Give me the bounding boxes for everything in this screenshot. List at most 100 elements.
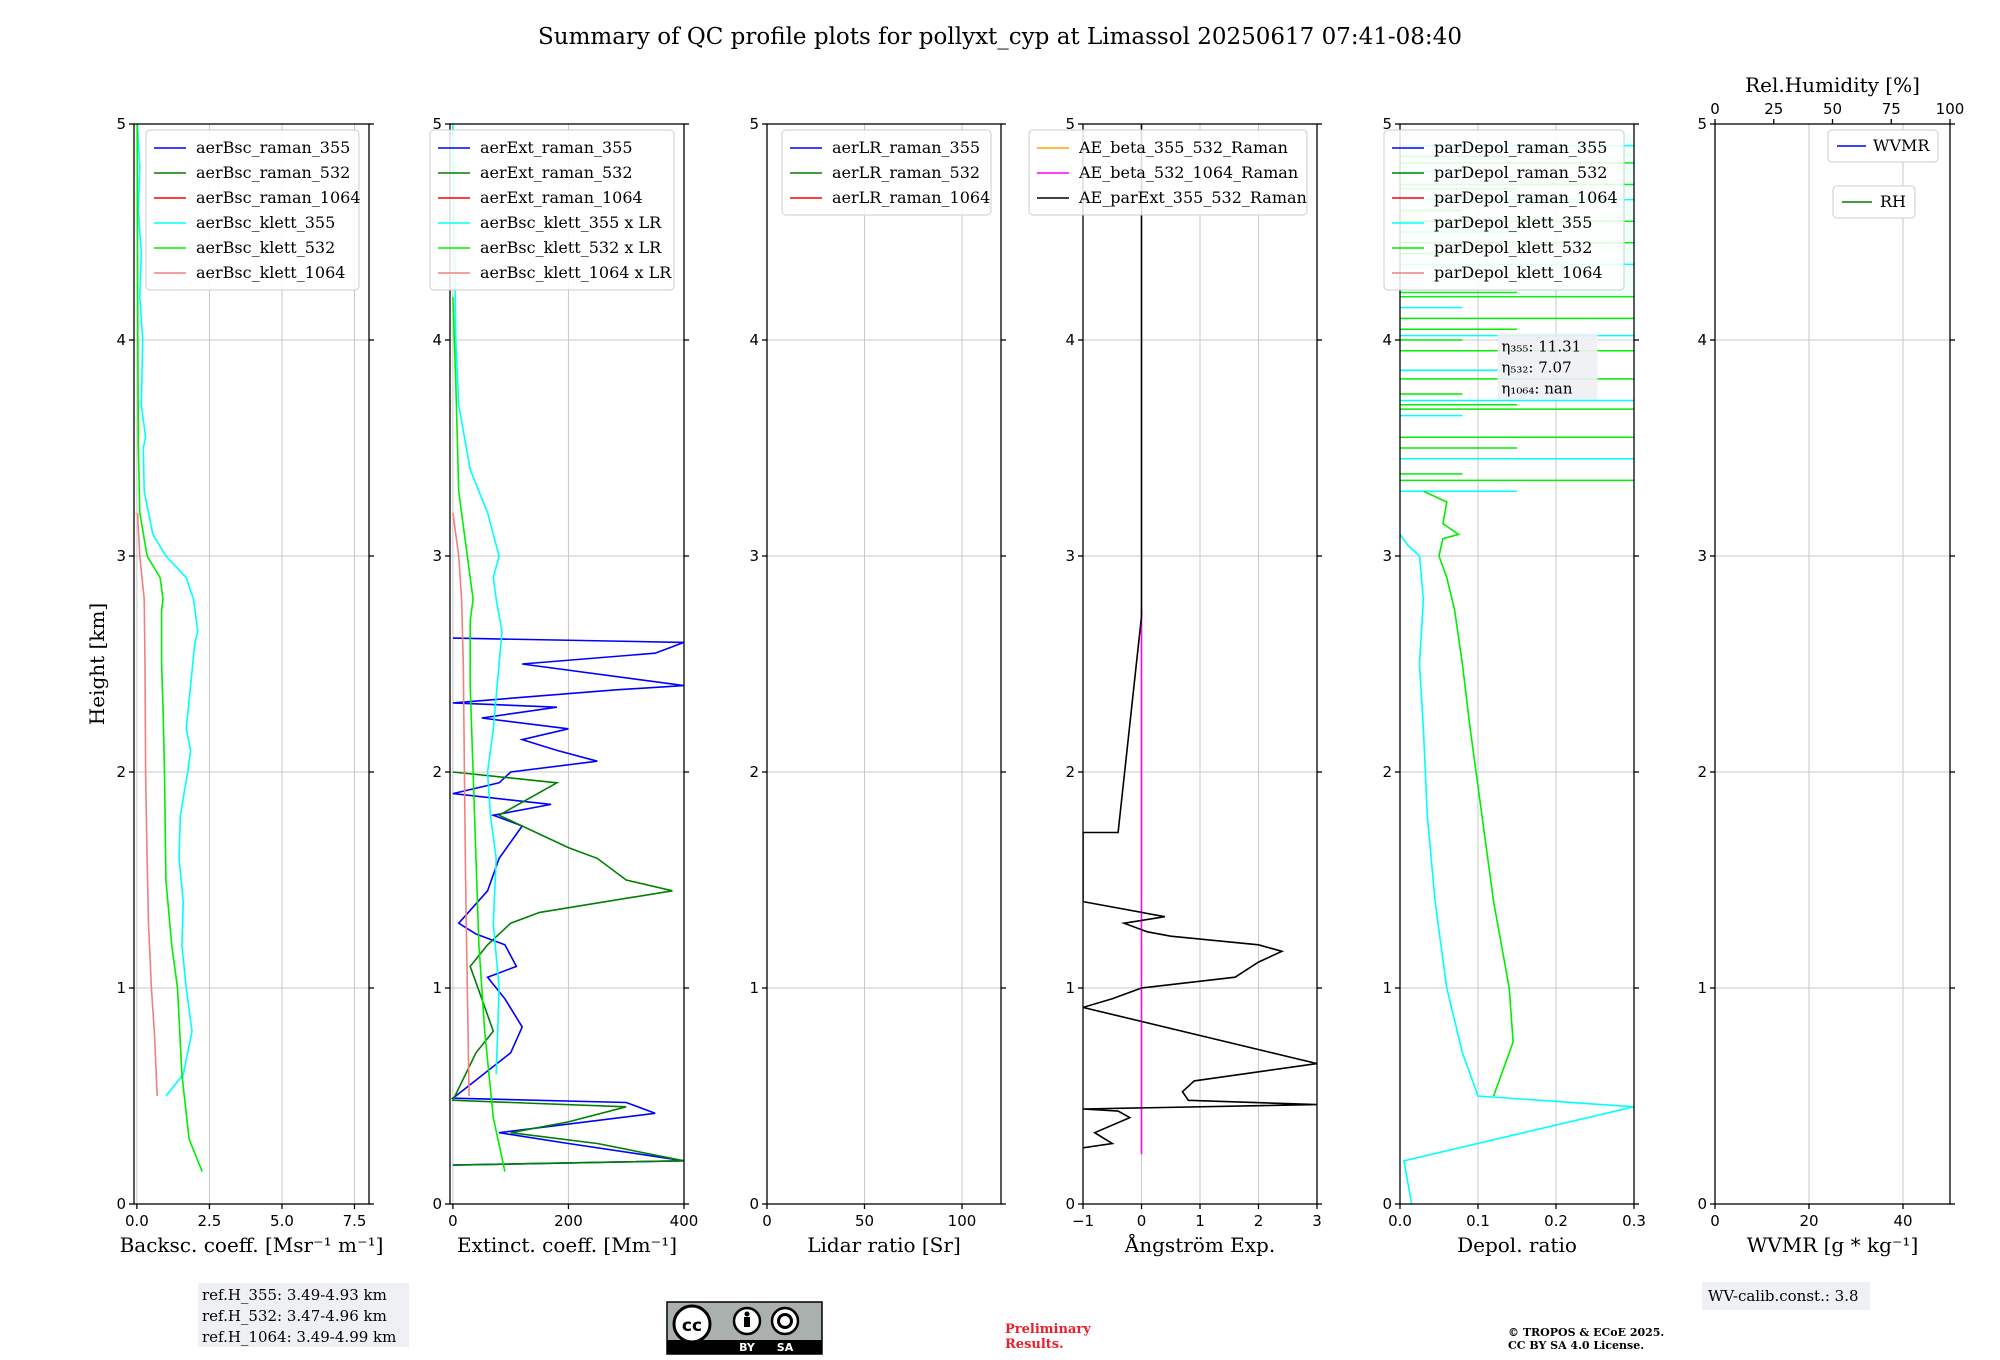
- y-tick-label: 5: [1382, 115, 1392, 133]
- x-tick-label: 100: [948, 1212, 977, 1230]
- panels: 0.0 2.5 5.0 7.5 0 1 2 3 4 5 Backsc. coeff. [Msr⁻¹ …: [85, 73, 1964, 1347]
- annotation-text: η₅₃₂: 7.07: [1501, 359, 1571, 377]
- annotation-text: η₁₀₆₄: nan: [1501, 380, 1572, 398]
- top-x-axis-label: Rel.Humidity [%]: [1745, 73, 1920, 97]
- y-tick-label: 1: [1697, 979, 1707, 997]
- annotation-text: η₃₅₅: 11.31: [1501, 338, 1581, 356]
- series-line-aerExt-raman-532: [451, 771, 684, 1166]
- axes-frame: [1399, 123, 1635, 1205]
- x-tick-label: 20: [1799, 1212, 1818, 1230]
- axes-frame: [449, 123, 685, 1205]
- legend: aerExt_raman_355 aerExt_raman_532 aerExt_r…: [429, 129, 675, 291]
- x-tick-label: 50: [855, 1212, 874, 1230]
- copyright-line-2: CC BY SA 4.0 License.: [1508, 1339, 1644, 1352]
- series-group: [1083, 124, 1317, 1155]
- y-tick-label: 3: [432, 547, 442, 565]
- copyright-line-1: © TROPOS & ECoE 2025.: [1508, 1326, 1664, 1339]
- x-tick-label: 0.1: [1466, 1212, 1490, 1230]
- y-tick-label: 4: [1065, 331, 1075, 349]
- x-tick-label: 200: [554, 1212, 583, 1230]
- legend-frame: [429, 129, 675, 291]
- ref-height-note: ref.H_532: 3.47-4.96 km: [202, 1307, 387, 1325]
- y-tick-label: 2: [1065, 763, 1075, 781]
- legend-label: aerExt_raman_532: [480, 163, 633, 182]
- y-tick-label: 4: [116, 331, 126, 349]
- series-line-aerBsc-klett-532-x-LR: [452, 296, 506, 1172]
- x-tick-label: 0.0: [1388, 1212, 1412, 1230]
- series-line-parDepol-klett-532: [1423, 490, 1514, 1097]
- panel-depolarization: 0.0 0.1 0.2 0.3 0 1 2 3 4 5 Depol. ratio parDepol_r…: [1382, 115, 1645, 1257]
- y-tick-label: 2: [1382, 763, 1392, 781]
- legend-frame: [1383, 129, 1625, 291]
- ref-height-note: ref.H_355: 3.49-4.93 km: [202, 1286, 387, 1304]
- legend-label: parDepol_klett_355: [1434, 213, 1592, 232]
- legend-frame: [1827, 129, 1939, 163]
- y-tick-label: 3: [749, 547, 759, 565]
- legend-label: parDepol_raman_1064: [1434, 188, 1618, 207]
- x-tick-label: 2.5: [198, 1212, 222, 1230]
- x-axis-label: Extinct. coeff. [Mm⁻¹]: [457, 1233, 677, 1257]
- annotation-box: [1497, 333, 1598, 400]
- legend-label: aerLR_raman_1064: [832, 188, 990, 207]
- y-tick-label: 3: [116, 547, 126, 565]
- y-tick-label: 1: [432, 979, 442, 997]
- legend-frame: [1028, 129, 1308, 216]
- y-tick-label: 5: [1697, 115, 1707, 133]
- top-x-tick-label: 0: [1710, 100, 1720, 118]
- legend-label: aerBsc_klett_355 x LR: [480, 213, 662, 232]
- y-tick-label: 1: [749, 979, 759, 997]
- y-tick-label: 5: [116, 115, 126, 133]
- legend-label: parDepol_raman_532: [1434, 163, 1607, 182]
- series-group: [1400, 134, 1634, 1204]
- x-axis-label: Ångström Exp.: [1124, 1232, 1275, 1257]
- y-tick-label: 0: [749, 1195, 759, 1213]
- series-line-aerBsc-klett-1064-x-LR: [452, 512, 470, 1097]
- top-x-tick-label: 50: [1823, 100, 1842, 118]
- y-tick-label: 0: [432, 1195, 442, 1213]
- x-tick-label: 0: [762, 1212, 772, 1230]
- cc-license-badge: cc BY SA: [666, 1301, 823, 1355]
- series-line-aerBsc-klett-355: [136, 124, 199, 1097]
- ref-height-note: ref.H_1064: 3.49-4.99 km: [202, 1328, 396, 1346]
- cc-badge-strip: [667, 1340, 822, 1354]
- y-tick-label: 5: [749, 115, 759, 133]
- legend: AE_beta_355_532_Raman AE_beta_532_1064_Ra…: [1028, 129, 1308, 216]
- preliminary-line-1: Preliminary: [1005, 1322, 1091, 1337]
- y-tick-label: 4: [1697, 331, 1707, 349]
- by-icon-head: [744, 1311, 750, 1317]
- y-tick-label: 1: [1382, 979, 1392, 997]
- y-tick-label: 5: [1065, 115, 1075, 133]
- top-x-tick-label: 25: [1764, 100, 1783, 118]
- y-tick-label: 0: [1697, 1195, 1707, 1213]
- series-line-aerBsc-klett-532: [136, 124, 203, 1172]
- x-tick-label: −1: [1072, 1212, 1094, 1230]
- legend-label: WVMR: [1873, 136, 1930, 155]
- legend-label: aerBsc_klett_532: [196, 238, 335, 257]
- legend-frame: [145, 129, 360, 291]
- legend: aerBsc_raman_355 aerBsc_raman_532 aerBsc_r…: [145, 129, 361, 291]
- y-tick-label: 0: [1065, 1195, 1075, 1213]
- y-tick-label: 3: [1382, 547, 1392, 565]
- legend-label: AE_beta_355_532_Raman: [1078, 138, 1288, 157]
- series-group: [450, 124, 684, 1172]
- x-axis-label: WVMR [g * kg⁻¹]: [1747, 1233, 1919, 1257]
- x-tick-label: 1: [1195, 1212, 1205, 1230]
- legend-label: aerExt_raman_1064: [480, 188, 643, 207]
- legend-label: AE_beta_532_1064_Raman: [1078, 163, 1298, 182]
- x-axis-label: Depol. ratio: [1457, 1233, 1577, 1257]
- y-tick-label: 1: [116, 979, 126, 997]
- y-tick-label: 0: [116, 1195, 126, 1213]
- by-icon-body: [744, 1317, 750, 1327]
- y-tick-label: 2: [1697, 763, 1707, 781]
- panel-water_vapor: 0 20 40 0 1 2 3 4 5 WVMR [g * kg⁻¹] 0 25 50 75 100 Rel.…: [1697, 73, 1964, 1310]
- legend-label: aerBsc_raman_1064: [196, 188, 361, 207]
- preliminary-line-2: Results.: [1005, 1337, 1064, 1352]
- sa-label: SA: [777, 1341, 794, 1354]
- series-line-aerExt-raman-355: [450, 637, 684, 1166]
- y-tick-label: 0: [1382, 1195, 1392, 1213]
- y-axis-label: Height [km]: [85, 603, 109, 725]
- cc-icon: [672, 1304, 712, 1344]
- legend-label: aerBsc_raman_532: [196, 163, 350, 182]
- axes-frame: [766, 123, 1002, 1205]
